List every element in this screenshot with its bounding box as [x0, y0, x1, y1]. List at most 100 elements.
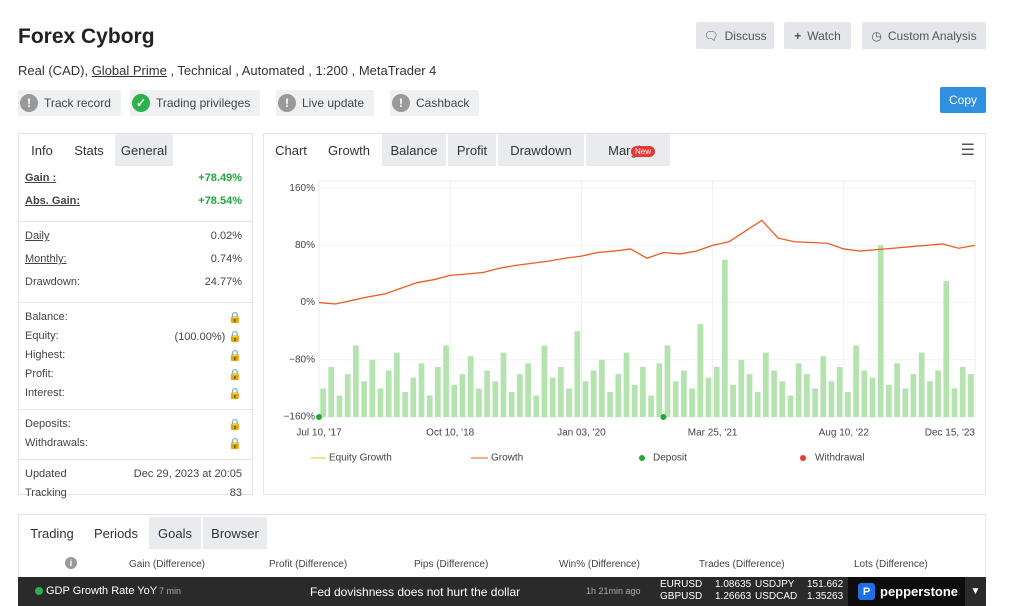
volume-bar	[672, 381, 679, 417]
y-tick-label: 80%	[295, 240, 315, 251]
stat-row: Gain : +78.49%	[25, 172, 242, 184]
tab[interactable]: Drawdown	[498, 134, 584, 166]
volume-bar	[705, 377, 712, 417]
separator	[19, 409, 252, 410]
stat-row: Monthly: 0.74%	[25, 253, 242, 265]
subtitle: Real (CAD), Global Prime , Technical , A…	[18, 63, 436, 78]
tab[interactable]: General	[115, 134, 173, 166]
column-header[interactable]: Pips (Difference)	[414, 559, 489, 570]
volume-bar	[828, 381, 835, 417]
value: +78.49%	[198, 172, 242, 184]
y-tick-label: 0%	[301, 297, 316, 308]
stat-label: Abs. Gain:	[25, 195, 81, 207]
chart-panel: Jul 10, '17 Oct 10, '18 Jan 03, '20 Mar 25,…	[263, 133, 986, 495]
label: Copy	[948, 93, 977, 107]
label: Custom Analysis	[887, 28, 977, 43]
tab[interactable]: Browser	[203, 517, 267, 549]
discuss-button[interactable]: 🗨 Discuss	[696, 22, 774, 49]
price: 151.662	[807, 579, 844, 590]
volume-bar	[656, 363, 663, 417]
volume-bar	[320, 388, 326, 417]
pair: EURUSD	[660, 579, 703, 590]
x-tick-label: Aug 10, '22	[819, 428, 870, 439]
deposit-marker	[316, 414, 322, 420]
tab[interactable]: Growth	[318, 134, 380, 166]
volume-bar	[631, 384, 638, 417]
stat-label: Equity:	[25, 330, 59, 342]
column-header[interactable]: Win% (Difference)	[559, 559, 640, 570]
volume-bar	[394, 352, 400, 417]
badge: ✓ Trading privileges	[130, 90, 261, 116]
column-header[interactable]: Gain (Difference)	[129, 559, 205, 570]
headline[interactable]: Fed dovishness does not hurt the dollar	[310, 585, 521, 599]
broker-link[interactable]: Global Prime	[91, 63, 167, 78]
volume-bar	[689, 388, 695, 417]
volume-bar	[467, 356, 474, 417]
price: 1.08635	[715, 579, 752, 590]
value: 0.74%	[210, 253, 242, 265]
volume-bar	[648, 395, 654, 417]
tab[interactable]: Stats	[65, 134, 113, 166]
stat-row: Updated Dec 29, 2023 at 20:05	[25, 468, 242, 480]
x-tick-label: Jul 10, '17	[296, 428, 342, 439]
volume-bar	[746, 374, 753, 417]
volume-bar	[877, 245, 884, 417]
volume-bar	[410, 377, 417, 417]
stat-label: Withdrawals:	[25, 437, 88, 449]
volume-bar	[623, 352, 630, 417]
volume-bar	[738, 359, 745, 417]
stat-value: 0.74%	[211, 253, 242, 265]
custom-analysis-button[interactable]: ◷ Custom Analysis	[862, 22, 986, 49]
volume-bar	[910, 374, 917, 417]
volume-bar	[894, 363, 900, 417]
x-tick-label: Jan 03, '20	[557, 428, 606, 439]
volume-bar	[369, 359, 376, 417]
details: , Technical , Automated , 1:200 , MetaTr…	[166, 63, 437, 78]
volume-bar	[787, 395, 794, 417]
volume-bar	[377, 388, 384, 417]
badge-label: Trading privileges	[156, 96, 251, 110]
legend-label: Deposit	[653, 453, 687, 464]
warning-icon: !	[278, 94, 296, 112]
separator	[19, 302, 252, 303]
column-header[interactable]: Trades (Difference)	[699, 559, 785, 570]
stat-row: Tracking 83	[25, 487, 242, 499]
tab[interactable]: Margin	[586, 134, 670, 166]
volume-bar	[664, 345, 671, 417]
chart-settings[interactable]: ☰	[960, 142, 975, 159]
watch-button[interactable]: + Watch	[784, 22, 851, 49]
volume-bar	[640, 366, 646, 417]
pair: USDJPY	[755, 579, 795, 590]
pair: USDCAD	[755, 591, 798, 602]
stat-value: 83	[230, 487, 242, 499]
stat-label: Tracking	[25, 487, 67, 499]
copy-button[interactable]: Copy	[940, 87, 986, 113]
volume-bar	[590, 370, 597, 417]
stat-label: Drawdown:	[25, 276, 81, 288]
tab[interactable]: Goals	[149, 517, 201, 549]
tab[interactable]: Balance	[382, 134, 446, 166]
tab-caption: Trading	[19, 517, 85, 549]
live-dot	[35, 587, 43, 595]
column-header[interactable]: Profit (Difference)	[269, 559, 348, 570]
stat-value: +78.54%	[198, 195, 242, 207]
volume-bar	[713, 366, 720, 417]
stat-label: Interest:	[25, 387, 65, 399]
volume-bar	[607, 391, 613, 417]
stats-panel: Info Stats General Gain : +78.49% Abs. Gain: +…	[18, 133, 253, 499]
separator	[19, 459, 252, 460]
column-header[interactable]: Lots (Difference)	[854, 559, 928, 570]
stat-value: 🔒	[225, 437, 242, 450]
stat-value: 0.02%	[211, 230, 242, 242]
tab[interactable]: Profit	[448, 134, 496, 166]
expand-toggle[interactable]: ▼	[970, 586, 981, 597]
stat-value: +78.49%	[198, 172, 242, 184]
separator	[19, 221, 252, 222]
label: Discuss	[724, 28, 767, 43]
label: Watch	[807, 28, 841, 43]
chart: Jul 10, '17 Oct 10, '18 Jan 03, '20 Mar 25,…	[284, 180, 976, 464]
event[interactable]: GDP Growth Rate YoY	[46, 585, 158, 597]
tab[interactable]: Periods	[85, 517, 147, 549]
